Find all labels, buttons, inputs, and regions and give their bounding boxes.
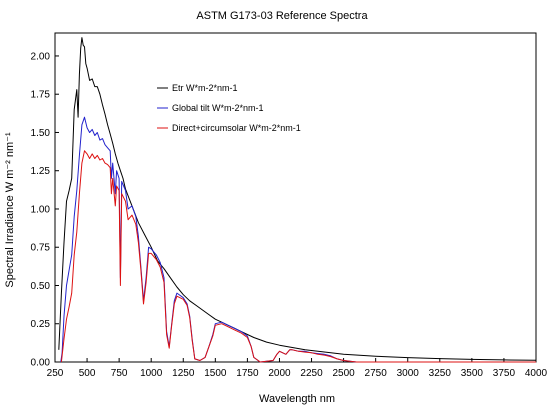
x-tick-label: 750 [111, 368, 128, 379]
y-tick-label: 1.50 [31, 128, 51, 139]
series-line-global-tilt [60, 116, 536, 363]
x-tick-label: 2500 [332, 368, 355, 379]
x-axis-label: Wavelength nm [259, 393, 335, 405]
x-tick-label: 3250 [429, 368, 452, 379]
series-line-etr [58, 37, 537, 361]
y-tick-label: 0.50 [31, 281, 51, 292]
y-tick-label: 1.00 [31, 204, 51, 215]
legend-label-etr: Etr W*m-2*nm-1 [172, 83, 238, 93]
x-tick-label: 1500 [204, 368, 227, 379]
y-tick-label: 0.25 [31, 319, 51, 330]
x-tick-label: 3000 [397, 368, 420, 379]
legend-label-global-tilt: Global tilt W*m-2*nm-1 [172, 103, 264, 113]
x-tick-label: 250 [47, 368, 64, 379]
y-tick-label: 1.25 [31, 166, 51, 177]
y-tick-label: 2.00 [31, 51, 51, 62]
x-tick-label: 2250 [300, 368, 323, 379]
x-tick-label: 3500 [461, 368, 484, 379]
x-tick-label: 1000 [140, 368, 163, 379]
plot-frame [54, 32, 537, 363]
x-tick-label: 1750 [236, 368, 259, 379]
x-tick-label: 2000 [268, 368, 291, 379]
y-axis-label: Spectral Irradiance W m⁻² nm⁻¹ [4, 132, 16, 288]
x-tick-label: 3750 [493, 368, 516, 379]
plot-area: 250 500 750 1000 1250 1500 1750 2000 2250 2500 275… [31, 32, 548, 379]
chart-title: ASTM G173-03 Reference Spectra [196, 10, 368, 22]
x-tick-label: 4000 [525, 368, 548, 379]
x-tick-label: 1250 [172, 368, 195, 379]
y-tick-label: 0.00 [31, 358, 51, 369]
y-tick-label: 1.75 [31, 90, 51, 101]
x-tick-label: 2750 [365, 368, 388, 379]
series-line-direct-circumsolar [60, 150, 536, 363]
x-tick-label: 500 [79, 368, 96, 379]
legend: Etr W*m-2*nm-1 Global tilt W*m-2*nm-1 Dire… [157, 83, 301, 133]
legend-label-direct-circumsolar: Direct+circumsolar W*m-2*nm-1 [172, 123, 301, 133]
y-tick-label: 0.75 [31, 243, 51, 254]
